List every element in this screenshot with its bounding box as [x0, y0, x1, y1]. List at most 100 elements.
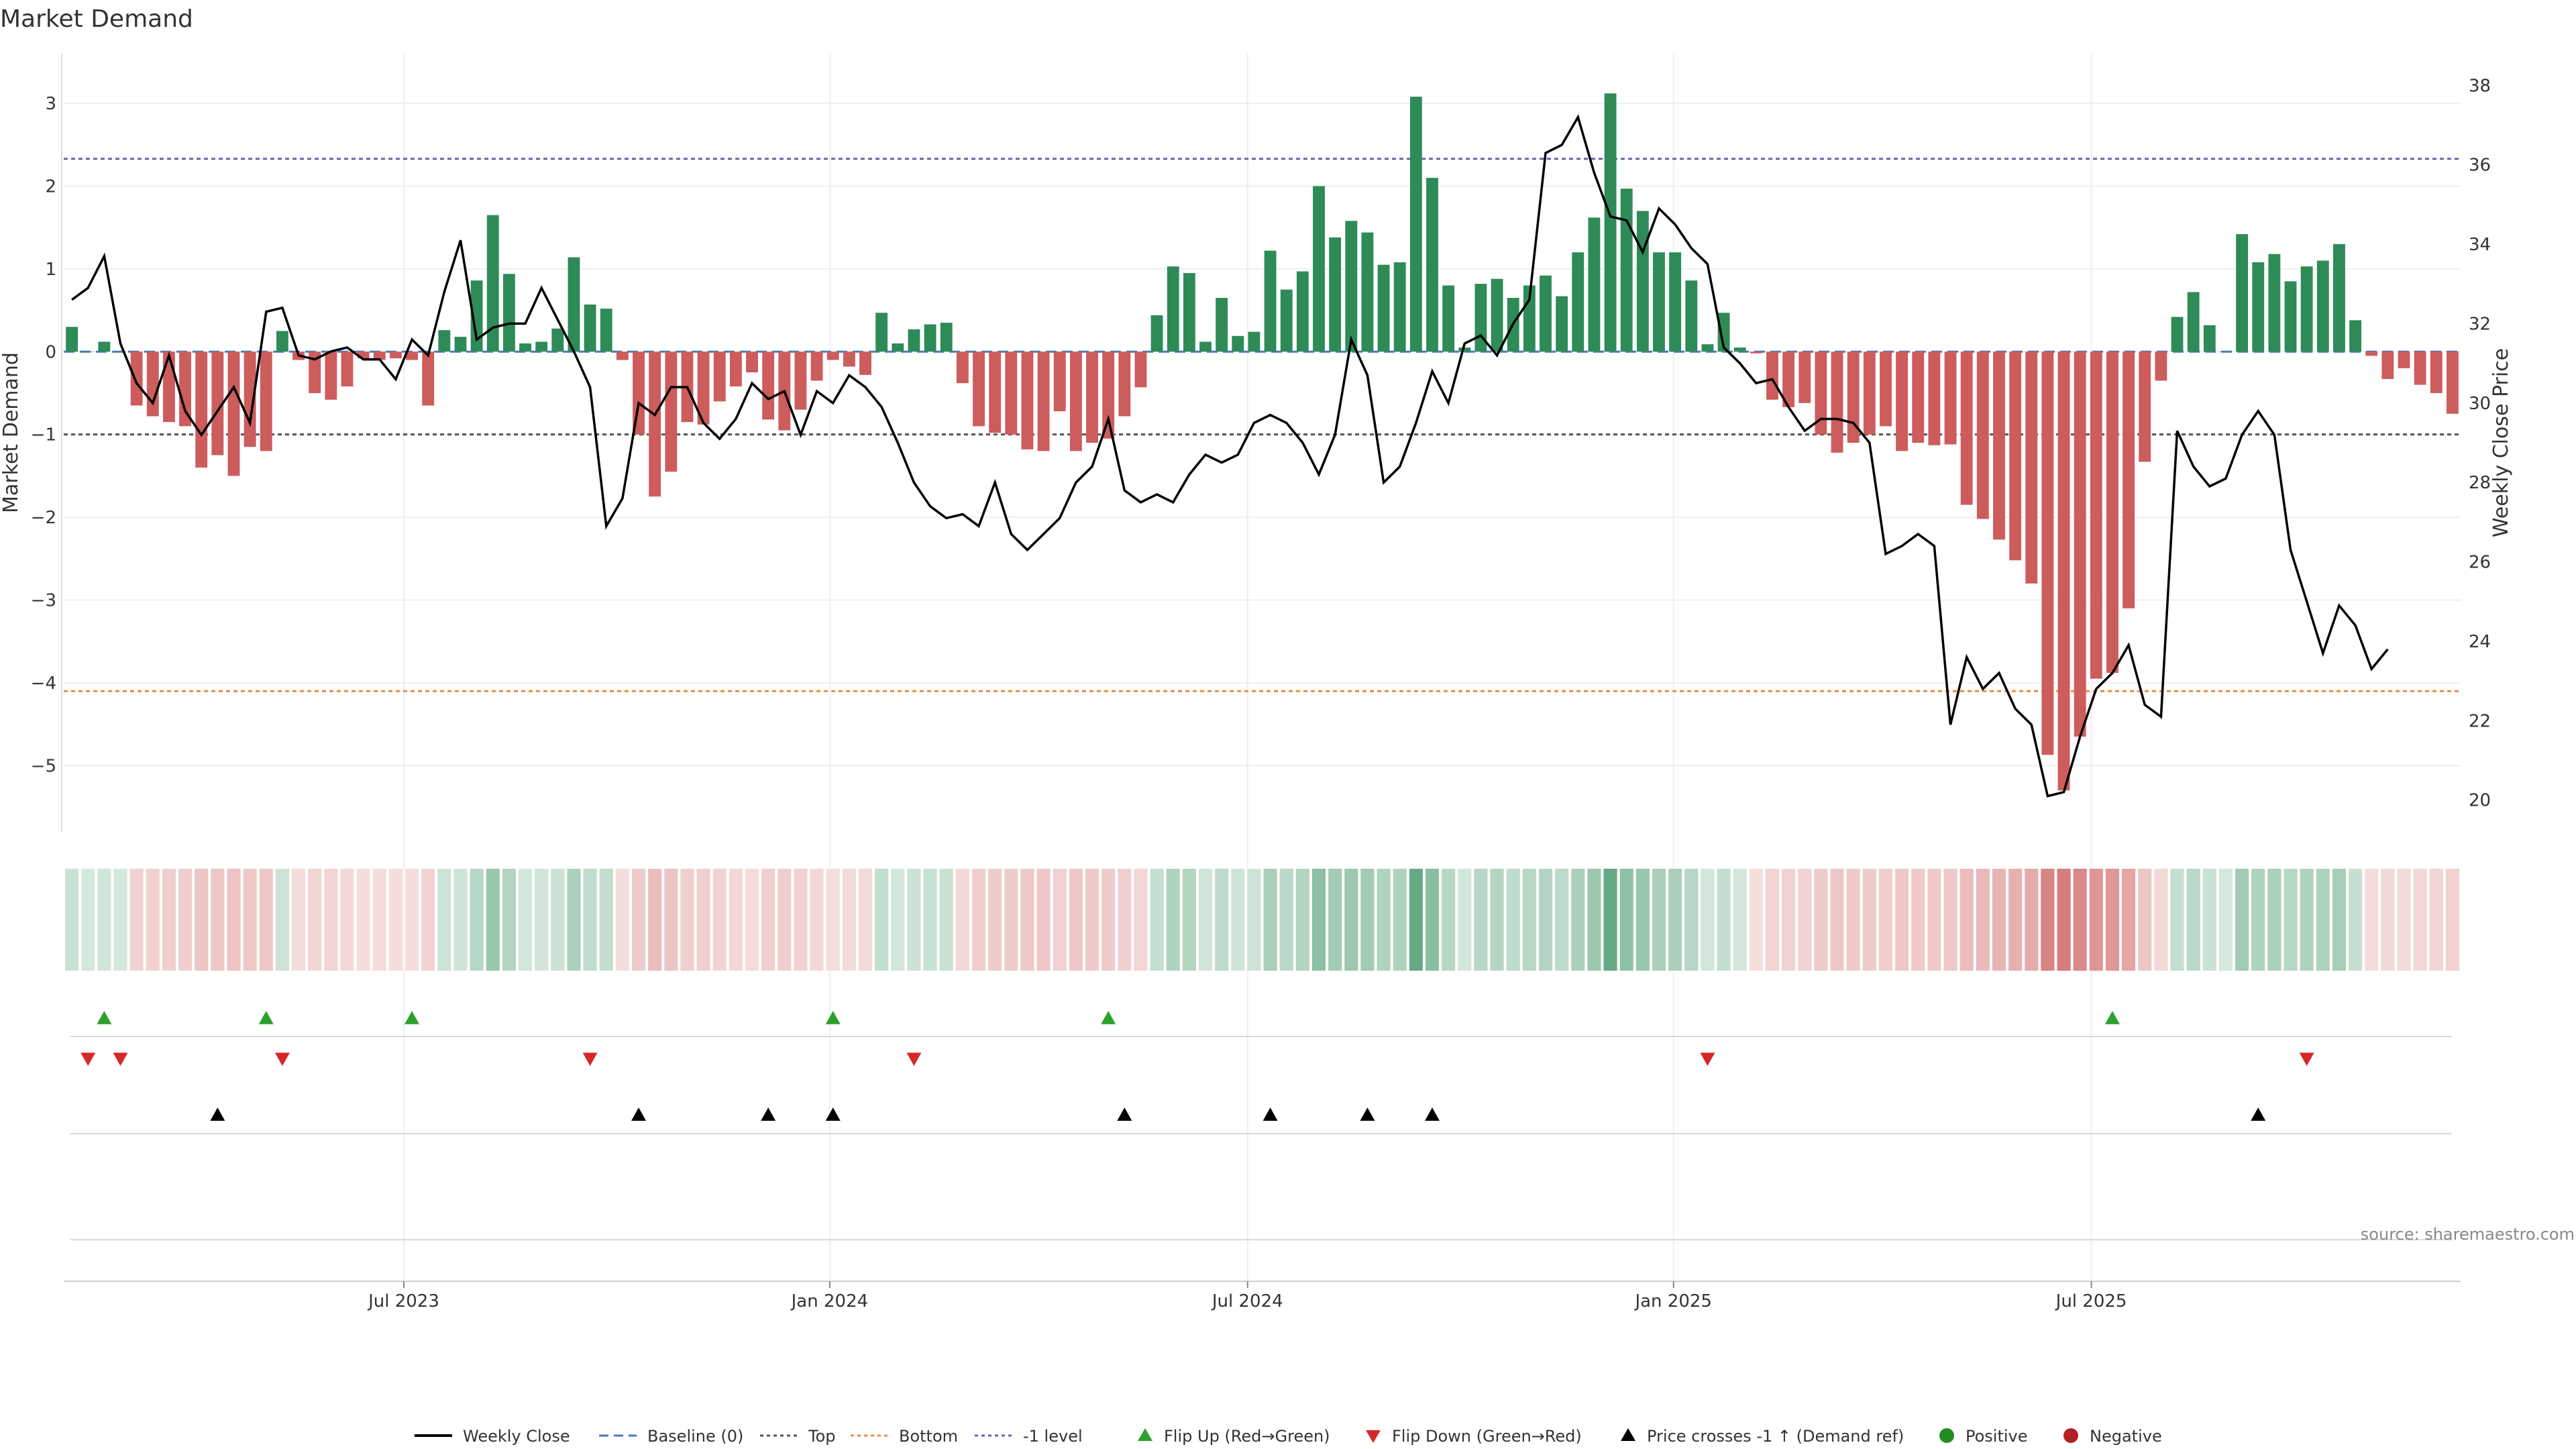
heat-cell — [227, 869, 241, 971]
price-cross-marker — [1360, 1108, 1375, 1121]
demand-bar — [1636, 211, 1649, 352]
heat-cell — [923, 869, 937, 971]
heat-cell — [1085, 869, 1099, 971]
demand-bar — [1880, 352, 1892, 427]
demand-bar — [973, 352, 985, 427]
heat-cell — [291, 869, 306, 971]
demand-bar — [1134, 352, 1147, 388]
heat-cell — [275, 869, 289, 971]
x-tick-label: Jul 2025 — [2055, 1291, 2127, 1311]
heat-cell — [2300, 869, 2314, 971]
demand-bar — [2446, 352, 2459, 414]
heat-cell — [1409, 869, 1423, 971]
heat-cell — [1247, 869, 1261, 971]
heat-cell — [907, 869, 921, 971]
heat-cell — [2235, 869, 2249, 971]
heat-cell — [1215, 869, 1229, 971]
demand-bar — [325, 352, 337, 400]
demand-bar — [2139, 352, 2151, 462]
demand-bar — [1960, 352, 1973, 505]
legend-item: Top — [760, 1427, 836, 1446]
heat-cell — [567, 869, 581, 971]
heat-cell — [1020, 869, 1034, 971]
demand-bar — [2187, 292, 2200, 352]
demand-bar — [470, 280, 483, 352]
demand-bar — [1442, 285, 1455, 352]
demand-bar — [600, 309, 612, 352]
heat-cell — [810, 869, 824, 971]
flip-down-marker — [2299, 1053, 2314, 1066]
heat-cell — [324, 869, 338, 971]
demand-bar — [341, 352, 354, 387]
heat-cell — [97, 869, 111, 971]
heat-cell — [1911, 869, 1925, 971]
heat-cell — [1635, 869, 1650, 971]
demand-bar — [2074, 352, 2086, 737]
demand-bar — [2009, 352, 2022, 561]
demand-bar — [502, 274, 515, 352]
heat-cell — [65, 869, 79, 971]
demand-bar — [892, 343, 904, 352]
heat-cell — [1377, 869, 1391, 971]
demand-bar — [1069, 352, 1082, 451]
heat-cell — [486, 869, 500, 971]
heat-cell — [2349, 869, 2363, 971]
price-cross-marker — [825, 1108, 841, 1121]
y2-tick-label: 36 — [2469, 156, 2491, 176]
demand-bar — [2171, 317, 2184, 352]
heat-cell — [1555, 869, 1569, 971]
heat-cell — [1603, 869, 1617, 971]
heat-cell — [631, 869, 646, 971]
heat-cell — [518, 869, 533, 971]
demand-bar — [1653, 252, 1665, 352]
heat-cell — [1311, 869, 1326, 971]
heat-cell — [1134, 869, 1148, 971]
flip-up-marker — [405, 1011, 420, 1024]
legend-item: Weekly Close — [415, 1427, 570, 1446]
demand-bar — [1118, 352, 1131, 417]
heat-cell — [826, 869, 840, 971]
heat-cell — [211, 869, 225, 971]
heat-cell — [1765, 869, 1780, 971]
demand-bar — [438, 330, 451, 352]
heat-cell — [891, 869, 905, 971]
heat-cell — [939, 869, 953, 971]
demand-bar — [1313, 186, 1325, 352]
demand-bar — [309, 352, 321, 393]
heat-cell — [1166, 869, 1180, 971]
demand-bar — [454, 337, 467, 352]
y2-tick-label: 30 — [2469, 394, 2491, 414]
demand-bar — [130, 352, 143, 406]
heat-cell — [648, 869, 662, 971]
y-tick-label: −1 — [31, 425, 56, 445]
legend-item: Baseline (0) — [599, 1427, 743, 1446]
demand-bar — [1409, 97, 1422, 352]
demand-bars — [66, 93, 2459, 791]
x-tick-label: Jan 2025 — [1633, 1291, 1712, 1311]
demand-bar — [1393, 262, 1406, 352]
legend-swatch-tri-down — [1366, 1430, 1381, 1443]
demand-bar — [1588, 217, 1601, 352]
y2-tick-label: 28 — [2469, 473, 2491, 493]
heat-cell — [2025, 869, 2039, 971]
heat-cell — [1927, 869, 1941, 971]
heat-cell — [971, 869, 986, 971]
demand-bar — [260, 352, 272, 451]
heat-cell — [1102, 869, 1116, 971]
heat-cell — [2202, 869, 2216, 971]
heat-cell — [2251, 869, 2265, 971]
y2-tick-label: 24 — [2469, 632, 2491, 652]
demand-bar — [1896, 352, 1909, 451]
flip-down-marker — [1700, 1053, 1715, 1066]
legend-swatch-tri-up — [1138, 1428, 1152, 1441]
heat-cell — [2170, 869, 2184, 971]
heat-cell — [875, 869, 889, 971]
heat-cell — [858, 869, 873, 971]
demand-bar — [1750, 352, 1762, 354]
demand-bar — [2236, 234, 2249, 352]
demand-bar — [794, 352, 807, 410]
legend-label: Flip Up (Red→Green) — [1164, 1427, 1330, 1446]
heat-cell — [2267, 869, 2282, 971]
demand-bar — [1523, 285, 1536, 352]
